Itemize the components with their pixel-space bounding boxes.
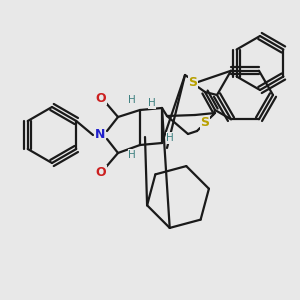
- Text: O: O: [96, 92, 106, 104]
- Text: H: H: [128, 95, 136, 105]
- Text: H: H: [148, 98, 156, 108]
- Text: S: S: [188, 76, 197, 88]
- Text: N: N: [95, 128, 105, 142]
- Text: O: O: [96, 166, 106, 178]
- Text: H: H: [128, 150, 136, 160]
- Text: H: H: [166, 133, 174, 143]
- Text: S: S: [200, 116, 209, 130]
